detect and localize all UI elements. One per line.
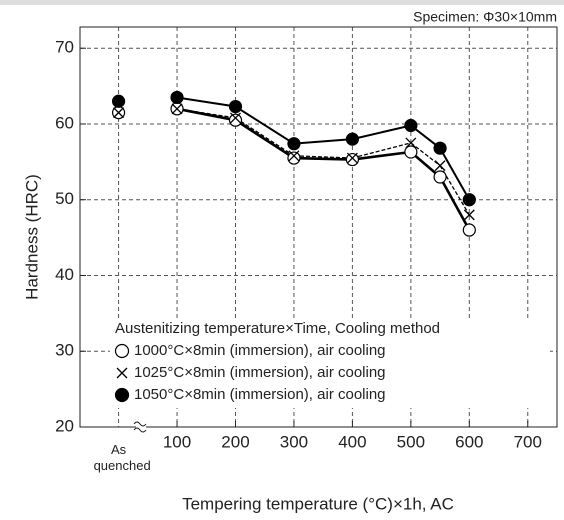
marker xyxy=(287,151,301,165)
x-tick-label: As quenched xyxy=(93,442,151,473)
marker xyxy=(228,99,243,114)
marker xyxy=(404,118,418,133)
x-tick-label: 500 xyxy=(397,432,425,451)
legend-label: 1025°C×8min (immersion), air cooling xyxy=(134,364,386,381)
legend-entry: 1050°C×8min (immersion), air cooling xyxy=(114,386,386,403)
y-tick-label: 70 xyxy=(55,38,74,57)
annotation: Specimen: Φ30×10mm xyxy=(413,9,557,25)
marker xyxy=(287,137,301,151)
marker xyxy=(170,90,184,105)
plot-frame xyxy=(79,26,558,428)
x-axis-label: Tempering temperature (°C)×1h, AC xyxy=(182,494,454,513)
y-axis-label: Hardness (HRC) xyxy=(22,174,41,300)
legend-label: 1000°C×8min (immersion), air cooling xyxy=(134,342,386,359)
x-tick-label: 400 xyxy=(338,432,366,451)
line-segment xyxy=(293,138,353,145)
top-bar xyxy=(0,0,564,5)
legend-marker xyxy=(116,367,128,379)
legend-background xyxy=(110,318,550,408)
x-tick-label: 700 xyxy=(514,432,542,451)
marker xyxy=(113,107,125,119)
y-tick-label: 40 xyxy=(55,265,74,284)
marker xyxy=(111,94,126,108)
legend-entry: 1025°C×8min (immersion), air cooling xyxy=(116,364,386,381)
marker xyxy=(288,150,300,162)
legend-label: 1050°C×8min (immersion), air cooling xyxy=(134,386,386,403)
marker xyxy=(404,145,418,159)
marker xyxy=(346,152,358,164)
line-segment xyxy=(439,147,471,201)
axis-break-gap xyxy=(136,421,146,433)
line-segment xyxy=(352,124,412,141)
marker xyxy=(434,160,446,172)
marker xyxy=(433,170,447,184)
legend: Austenitizing temperature×Time, Cooling … xyxy=(110,318,550,408)
marker xyxy=(462,193,476,207)
line-segment xyxy=(293,155,353,159)
marker xyxy=(171,103,183,115)
line-segment xyxy=(352,150,412,161)
line-segment xyxy=(438,176,471,231)
marker xyxy=(345,132,360,146)
line-segment xyxy=(234,119,295,160)
line-segment xyxy=(176,96,236,108)
y-tick-label: 20 xyxy=(55,416,74,435)
line-segment xyxy=(293,156,353,161)
x-tick-label: 300 xyxy=(280,432,308,451)
marker xyxy=(433,141,447,155)
legend-entry: 1000°C×8min (immersion), air cooling xyxy=(114,342,386,359)
marker xyxy=(463,209,475,221)
marker xyxy=(462,223,476,237)
marker xyxy=(405,137,417,149)
x-tick-label: 600 xyxy=(455,432,483,451)
legend-title: Austenitizing temperature×Time, Cooling … xyxy=(115,320,440,337)
x-tick-label: 200 xyxy=(221,432,249,451)
line-segment xyxy=(352,142,412,159)
axis-break xyxy=(133,421,147,433)
legend-marker xyxy=(114,343,130,359)
line-segment xyxy=(234,105,295,145)
line-segment xyxy=(410,142,441,167)
x-tick-label: 100 xyxy=(163,432,191,451)
y-tick-label: 60 xyxy=(55,113,74,132)
marker xyxy=(228,113,243,127)
y-tick-label: 50 xyxy=(55,189,74,208)
marker xyxy=(345,152,360,167)
y-tick-label: 30 xyxy=(55,341,74,360)
line-segment xyxy=(176,108,236,119)
legend-marker xyxy=(114,387,130,403)
marker xyxy=(230,112,241,124)
